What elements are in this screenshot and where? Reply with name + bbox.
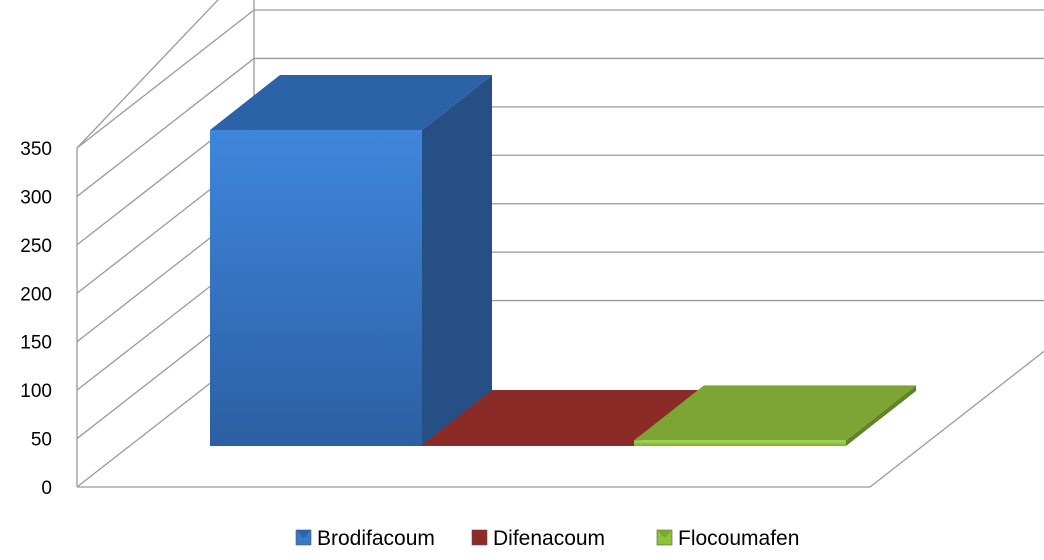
y-axis: 0 50 100 150 200 250 300 350 (20, 139, 52, 499)
y-tick-label: 200 (20, 284, 52, 305)
side-gridline (76, 9, 255, 149)
bar-top-face (210, 75, 492, 130)
legend-swatch-shade (472, 530, 487, 538)
y-tick-label: 50 (31, 430, 52, 451)
y-tick-label: 300 (20, 187, 52, 208)
legend-item-brodifacoum: Brodifacoum (295, 527, 435, 550)
legend-label: Difenacoum (493, 527, 605, 550)
bars (210, 75, 916, 446)
y-tick-label: 0 (41, 478, 52, 499)
floor-right-edge (869, 350, 1044, 488)
bar-flocoumafen (634, 385, 916, 446)
bar-top-face (634, 385, 916, 441)
legend-swatch-shade (657, 530, 672, 538)
side-wall-top-edge (76, 0, 219, 149)
y-tick-label: 250 (20, 236, 52, 257)
side-gridline (76, 57, 255, 197)
y-tick-label: 100 (20, 381, 52, 402)
bar-side-face (422, 75, 492, 446)
legend-label: Brodifacoum (317, 527, 435, 550)
bar-brodifacoum (210, 75, 492, 446)
legend: Brodifacoum Difenacoum Flocoumafen (295, 527, 799, 550)
legend-item-flocoumafen: Flocoumafen (656, 527, 799, 550)
legend-item-difenacoum: Difenacoum (471, 527, 605, 550)
legend-swatch-shade (296, 530, 311, 538)
legend-label: Flocoumafen (678, 527, 799, 550)
bar-front-face (422, 445, 634, 446)
y-tick-label: 150 (20, 333, 52, 354)
bar-top-face (422, 390, 704, 445)
y-tick-label: 350 (20, 139, 52, 160)
bar-front-face (210, 130, 422, 446)
bar-front-face (634, 440, 846, 446)
bar-side-face (846, 385, 916, 446)
